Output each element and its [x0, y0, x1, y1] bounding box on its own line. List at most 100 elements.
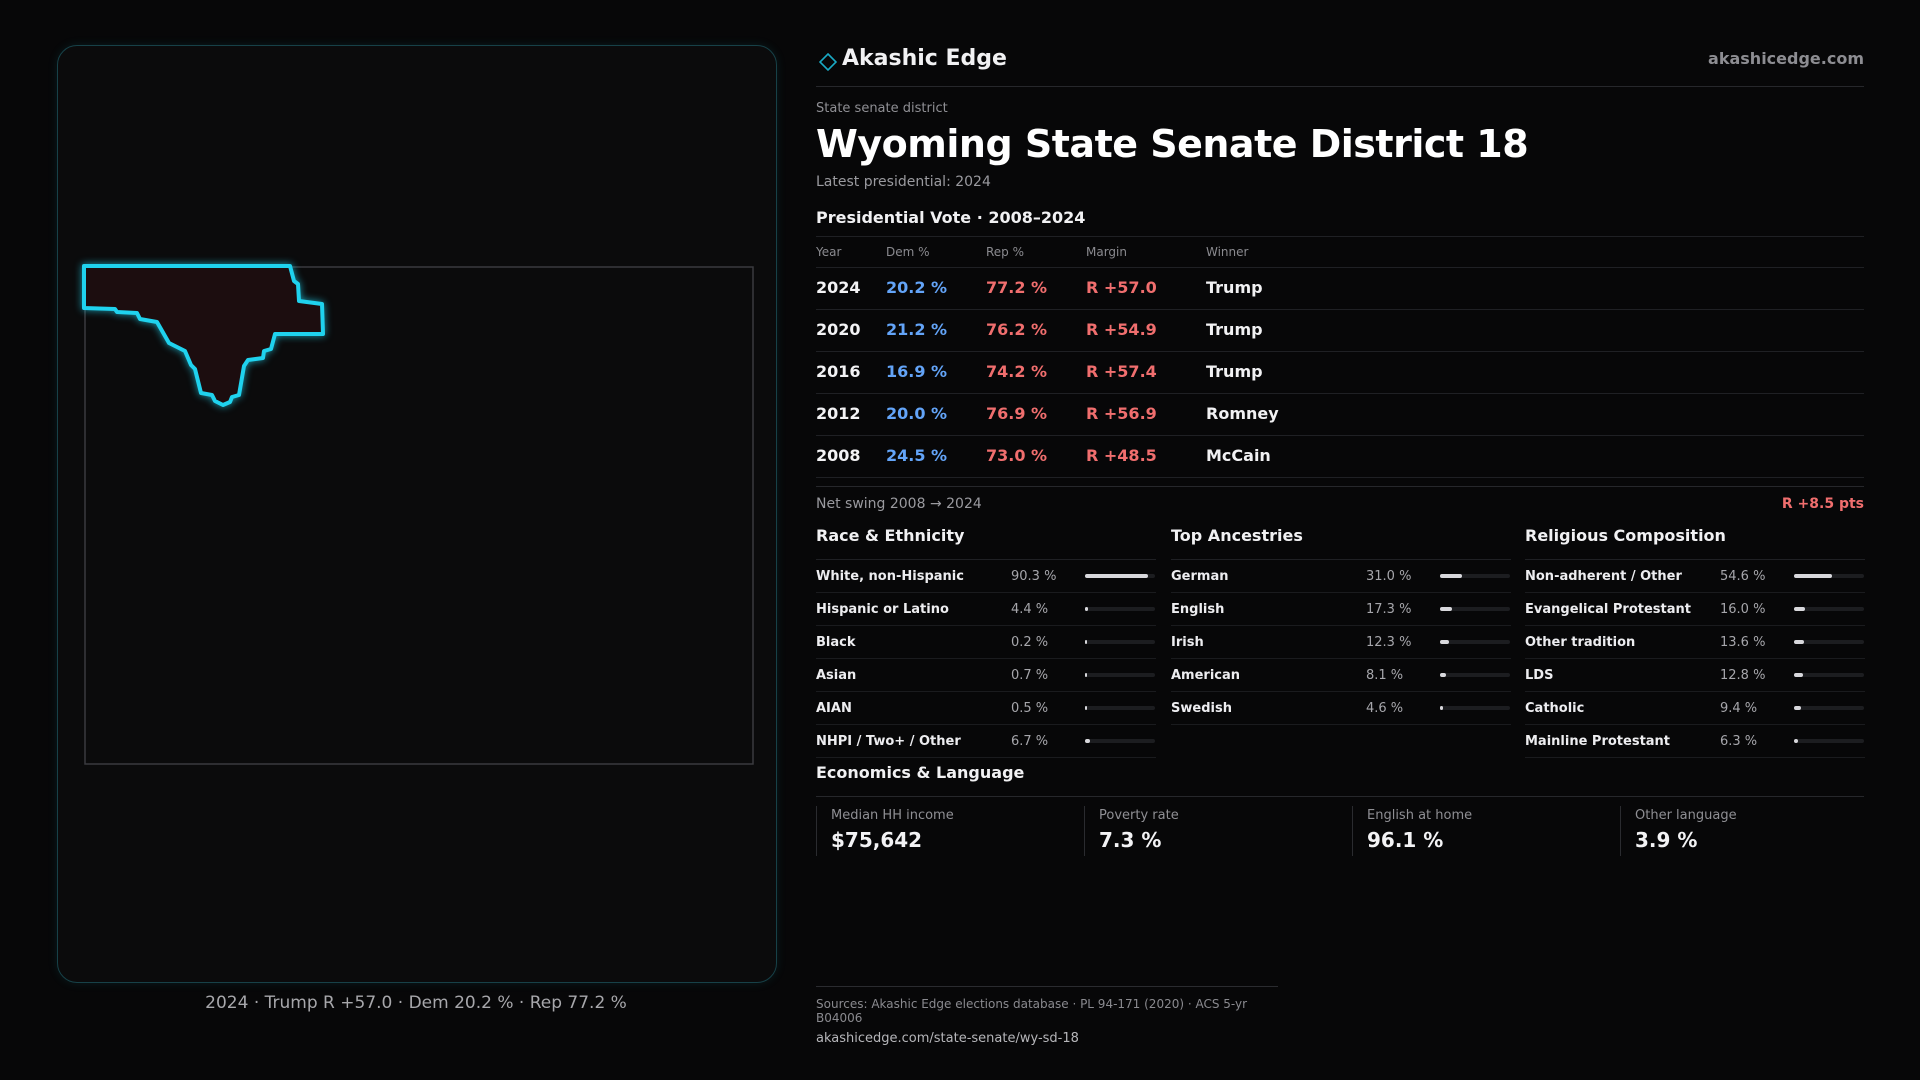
item-pct: 54.6 % — [1720, 569, 1766, 584]
item-name: LDS — [1525, 668, 1554, 683]
item-bar — [1085, 640, 1155, 644]
col-rep: Rep % — [986, 245, 1025, 259]
row-margin: R +57.0 — [1086, 278, 1157, 297]
item-pct: 13.6 % — [1720, 635, 1766, 650]
metric-label: Poverty rate — [1099, 808, 1179, 823]
page-link[interactable]: akashicedge.com/state-senate/wy-sd-18 — [816, 1031, 1079, 1046]
district-map[interactable] — [58, 46, 776, 982]
item-name: Swedish — [1171, 701, 1232, 716]
table-row: 2020 21.2 % 76.2 % R +54.9 Trump — [816, 310, 1864, 352]
item-pct: 4.6 % — [1366, 701, 1404, 716]
item-bar-fill — [1085, 607, 1089, 611]
item-bar-fill — [1794, 739, 1799, 743]
list-item: Irish 12.3 % — [1171, 626, 1511, 659]
net-swing-value: R +8.5 pts — [1781, 496, 1864, 512]
net-swing: Net swing 2008 → 2024 R +8.5 pts — [816, 486, 1864, 525]
map-panel[interactable] — [57, 45, 777, 983]
item-bar-fill — [1440, 673, 1446, 677]
item-bar — [1440, 607, 1510, 611]
item-pct: 90.3 % — [1011, 569, 1057, 584]
presidential-table: Year Dem % Rep % Margin Winner 2024 20.2… — [816, 236, 1864, 478]
list-item: German 31.0 % — [1171, 560, 1511, 593]
item-name: Asian — [816, 668, 857, 683]
item-bar-fill — [1794, 640, 1804, 644]
race-ethnicity-panel: Race & Ethnicity White, non-Hispanic 90.3… — [816, 525, 1156, 758]
item-pct: 8.1 % — [1366, 668, 1404, 683]
list-item: English 17.3 % — [1171, 593, 1511, 626]
item-pct: 0.5 % — [1011, 701, 1049, 716]
item-bar-fill — [1440, 574, 1462, 578]
row-margin: R +56.9 — [1086, 404, 1157, 423]
row-rep: 74.2 % — [986, 362, 1048, 381]
list-item: American 8.1 % — [1171, 659, 1511, 692]
metric-poverty-rate: Poverty rate 7.3 % — [1084, 806, 1339, 856]
item-bar — [1794, 574, 1864, 578]
item-pct: 9.4 % — [1720, 701, 1758, 716]
metric-median-income: Median HH income $75,642 — [816, 806, 1071, 856]
item-bar — [1440, 706, 1510, 710]
list-item: Hispanic or Latino 4.4 % — [816, 593, 1156, 626]
item-name: English — [1171, 602, 1225, 617]
row-year: 2016 — [816, 362, 861, 381]
col-dem: Dem % — [886, 245, 930, 259]
item-name: NHPI / Two+ / Other — [816, 734, 961, 749]
item-bar — [1794, 673, 1864, 677]
item-pct: 4.4 % — [1011, 602, 1049, 617]
wyoming-state-outline — [84, 266, 754, 765]
row-year: 2020 — [816, 320, 861, 339]
row-dem: 16.9 % — [886, 362, 948, 381]
item-bar — [1085, 574, 1155, 578]
item-bar — [1794, 607, 1864, 611]
religion-heading: Religious Composition — [1525, 525, 1865, 560]
list-item: White, non-Hispanic 90.3 % — [816, 560, 1156, 593]
item-pct: 6.7 % — [1011, 734, 1049, 749]
metric-other-language: Other language 3.9 % — [1620, 806, 1875, 856]
item-name: Black — [816, 635, 856, 650]
item-bar — [1085, 706, 1155, 710]
col-year: Year — [816, 245, 842, 259]
row-winner: Trump — [1206, 320, 1263, 339]
row-year: 2024 — [816, 278, 861, 297]
item-bar-fill — [1794, 673, 1803, 677]
col-margin: Margin — [1086, 245, 1127, 259]
item-pct: 17.3 % — [1366, 602, 1412, 617]
sources-text: Sources: Akashic Edge elections database… — [816, 997, 1248, 1025]
net-swing-label: Net swing 2008 → 2024 — [816, 496, 982, 512]
district-shape[interactable] — [82, 264, 325, 407]
metric-value: $75,642 — [831, 828, 923, 852]
brand-name[interactable]: Akashic Edge — [842, 46, 1007, 71]
item-pct: 12.8 % — [1720, 668, 1766, 683]
row-rep: 76.9 % — [986, 404, 1048, 423]
info-panel: Akashic Edge akashicedge.com State senat… — [816, 44, 1865, 856]
item-bar — [1085, 673, 1155, 677]
row-winner: Romney — [1206, 404, 1279, 423]
page-title: Wyoming State Senate District 18 — [816, 122, 1529, 166]
list-item: Black 0.2 % — [816, 626, 1156, 659]
row-margin: R +54.9 — [1086, 320, 1157, 339]
race-ethnicity-heading: Race & Ethnicity — [816, 525, 1156, 560]
demographics: Race & Ethnicity White, non-Hispanic 90.3… — [816, 525, 1865, 765]
row-rep: 73.0 % — [986, 446, 1048, 465]
item-pct: 31.0 % — [1366, 569, 1412, 584]
item-bar — [1794, 739, 1864, 743]
metric-label: English at home — [1367, 808, 1473, 823]
table-header: Year Dem % Rep % Margin Winner — [816, 237, 1864, 268]
item-pct: 0.2 % — [1011, 635, 1049, 650]
item-bar-fill — [1085, 640, 1087, 644]
item-name: Non-adherent / Other — [1525, 569, 1682, 584]
list-item: NHPI / Two+ / Other 6.7 % — [816, 725, 1156, 758]
item-bar — [1794, 640, 1864, 644]
table-row: 2016 16.9 % 74.2 % R +57.4 Trump — [816, 352, 1864, 394]
item-name: Other tradition — [1525, 635, 1636, 650]
list-item: Non-adherent / Other 54.6 % — [1525, 560, 1865, 593]
site-url[interactable]: akashicedge.com — [1708, 49, 1864, 68]
item-name: Catholic — [1525, 701, 1585, 716]
economics-heading: Economics & Language — [816, 762, 1864, 797]
map-caption: 2024 · Trump R +57.0 · Dem 20.2 % · Rep … — [205, 993, 627, 1013]
row-margin: R +57.4 — [1086, 362, 1157, 381]
metric-value: 96.1 % — [1367, 828, 1444, 852]
row-dem: 20.2 % — [886, 278, 948, 297]
item-name: AIAN — [816, 701, 852, 716]
economics-metrics: Median HH income $75,642 Poverty rate 7.… — [816, 806, 1864, 856]
table-row: 2012 20.0 % 76.9 % R +56.9 Romney — [816, 394, 1864, 436]
